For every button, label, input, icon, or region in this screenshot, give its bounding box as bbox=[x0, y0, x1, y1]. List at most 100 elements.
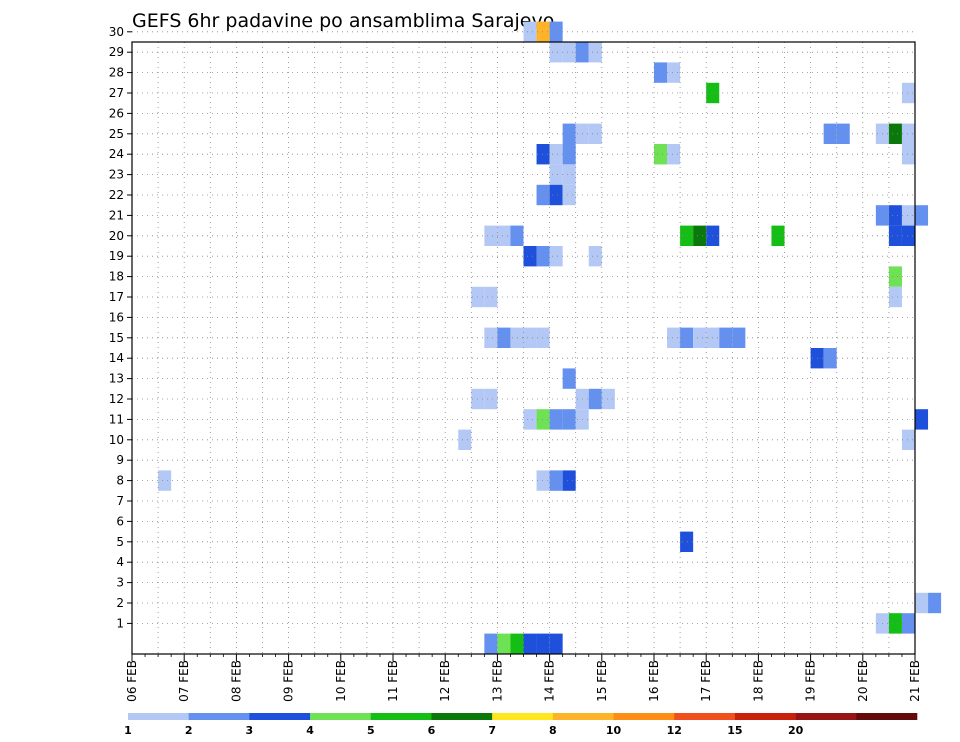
y-tick-label: 18 bbox=[109, 270, 124, 284]
colorbar-swatch bbox=[795, 713, 857, 720]
heatmap-cell bbox=[523, 633, 537, 654]
y-tick-label: 16 bbox=[109, 310, 124, 324]
x-tick-label: 10 FEB bbox=[334, 660, 348, 702]
heatmap-cell bbox=[484, 225, 498, 246]
x-tick-label: 17 FEB bbox=[699, 660, 713, 702]
heatmap-cell bbox=[901, 144, 915, 165]
heatmap-cell bbox=[523, 409, 537, 430]
heatmap-cell bbox=[510, 225, 524, 246]
x-tick-label: 12 FEB bbox=[438, 660, 452, 702]
heatmap-cell bbox=[693, 225, 707, 246]
colorbar-label: 6 bbox=[428, 724, 436, 737]
heatmap-cell bbox=[484, 286, 498, 308]
heatmap-cell bbox=[510, 327, 524, 348]
heatmap-cells bbox=[158, 21, 942, 654]
heatmap-cell bbox=[888, 123, 902, 144]
x-tick-label: 08 FEB bbox=[229, 660, 243, 702]
colorbar-swatch bbox=[674, 713, 736, 720]
y-tick-label: 5 bbox=[116, 535, 124, 549]
heatmap-cell bbox=[680, 531, 694, 552]
heatmap-cell bbox=[497, 327, 511, 348]
y-tick-label: 30 bbox=[109, 25, 124, 39]
heatmap-cell bbox=[497, 225, 511, 246]
heatmap-cell bbox=[536, 246, 550, 267]
heatmap-cell bbox=[510, 633, 524, 654]
heatmap-cell bbox=[915, 409, 929, 430]
x-tick-label: 15 FEB bbox=[595, 660, 609, 702]
heatmap-cell bbox=[523, 327, 537, 348]
colorbar-swatch bbox=[188, 713, 250, 720]
y-tick-label: 8 bbox=[116, 474, 124, 488]
x-tick-label: 06 FEB bbox=[125, 660, 139, 702]
heatmap-cell bbox=[536, 327, 550, 348]
heatmap-cell bbox=[562, 164, 576, 185]
heatmap-cell bbox=[601, 388, 615, 410]
y-tick-label: 11 bbox=[109, 412, 124, 426]
heatmap-cell bbox=[667, 327, 681, 348]
y-tick-label: 6 bbox=[116, 514, 124, 528]
heatmap-cell bbox=[536, 21, 550, 42]
heatmap-cell bbox=[536, 409, 550, 430]
y-tick-label: 10 bbox=[109, 433, 124, 447]
colorbar-label: 4 bbox=[306, 724, 314, 737]
x-tick-label: 16 FEB bbox=[647, 660, 661, 702]
colorbar-swatch bbox=[734, 713, 796, 720]
y-tick-label: 23 bbox=[109, 168, 124, 182]
y-tick-label: 13 bbox=[109, 372, 124, 386]
x-tick-label: 19 FEB bbox=[804, 660, 818, 702]
heatmap-cell bbox=[888, 205, 902, 226]
y-tick-label: 2 bbox=[116, 596, 124, 610]
heatmap-cell bbox=[536, 633, 550, 654]
x-tick-label: 20 FEB bbox=[856, 660, 870, 702]
heatmap-cell bbox=[458, 429, 472, 450]
colorbar-label: 2 bbox=[185, 724, 193, 737]
heatmap-cell bbox=[901, 205, 915, 226]
heatmap-cell bbox=[549, 470, 563, 491]
gridlines bbox=[132, 31, 915, 654]
heatmap-cell bbox=[667, 144, 681, 165]
heatmap-cell bbox=[667, 62, 681, 83]
colorbar-label: 5 bbox=[367, 724, 375, 737]
heatmap-cell bbox=[562, 184, 576, 206]
heatmap-cell bbox=[484, 388, 498, 410]
y-tick-label: 12 bbox=[109, 392, 124, 406]
heatmap-cell bbox=[915, 205, 929, 226]
x-tick-label: 14 FEB bbox=[543, 660, 557, 702]
heatmap-cell bbox=[158, 470, 172, 491]
colorbar-swatch bbox=[128, 713, 189, 720]
heatmap-cell bbox=[823, 123, 837, 144]
colorbar-label: 15 bbox=[727, 724, 742, 737]
heatmap-cell bbox=[549, 144, 563, 165]
y-tick-label: 21 bbox=[109, 208, 124, 222]
heatmap-cell bbox=[536, 470, 550, 491]
colorbar: 1 2 3 4 5 6 7 8 10 12 15 20 bbox=[124, 713, 918, 737]
x-tick-label: 07 FEB bbox=[177, 660, 191, 702]
heatmap-cell bbox=[549, 21, 563, 42]
y-tick-label: 19 bbox=[109, 249, 124, 263]
heatmap-cell bbox=[484, 633, 498, 654]
heatmap-cell bbox=[562, 42, 576, 63]
y-tick-label: 25 bbox=[109, 127, 124, 141]
heatmap-cell bbox=[523, 21, 537, 42]
heatmap-cell bbox=[915, 592, 929, 614]
colorbar-swatch bbox=[310, 713, 372, 720]
x-tick-label: 18 FEB bbox=[751, 660, 765, 702]
colorbar-swatch bbox=[552, 713, 614, 720]
y-tick-label: 17 bbox=[109, 290, 124, 304]
heatmap-cell bbox=[719, 327, 733, 348]
x-axis-ticks: 06 FEB 07 FEB 08 FEB 09 FEB 10 FEB 11 FEB 12 F… bbox=[125, 654, 922, 702]
heatmap-cell bbox=[680, 225, 694, 246]
heatmap-cell bbox=[549, 42, 563, 63]
y-tick-label: 22 bbox=[109, 188, 124, 202]
y-tick-label: 7 bbox=[116, 494, 124, 508]
y-tick-label: 4 bbox=[116, 555, 124, 569]
heatmap-cell bbox=[928, 592, 942, 614]
heatmap-cell bbox=[484, 327, 498, 348]
y-tick-label: 29 bbox=[109, 45, 124, 59]
colorbar-swatch bbox=[613, 713, 675, 720]
heatmap-cell bbox=[523, 246, 537, 267]
colorbar-label: 10 bbox=[606, 724, 622, 737]
colorbar-label: 3 bbox=[246, 724, 254, 737]
colorbar-label: 8 bbox=[549, 724, 557, 737]
